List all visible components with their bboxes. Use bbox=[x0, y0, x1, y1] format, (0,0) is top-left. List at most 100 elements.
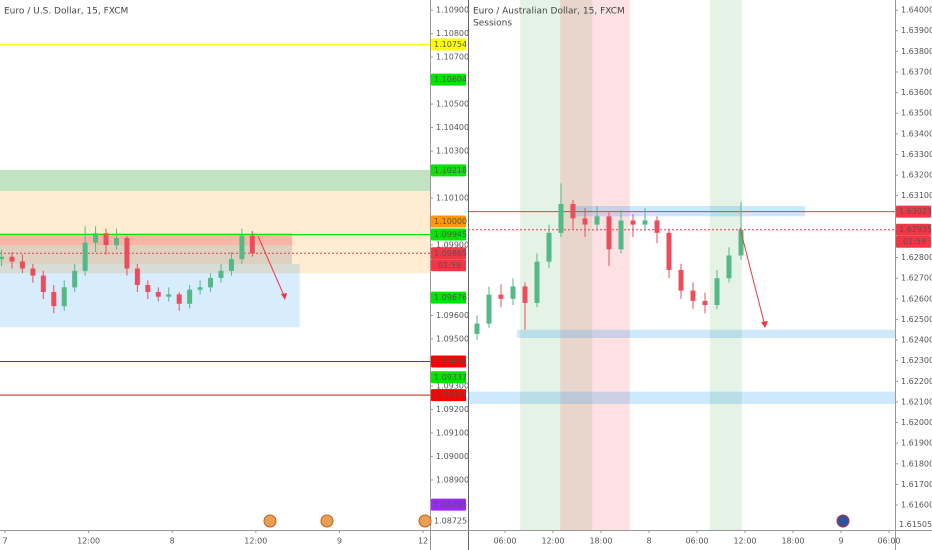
candle-body bbox=[534, 261, 540, 303]
y-tick-label: 1.63800 bbox=[901, 47, 932, 56]
candle-body bbox=[474, 323, 480, 334]
price-badge bbox=[431, 164, 466, 177]
y-tick-label: 1.63700 bbox=[901, 67, 932, 76]
candle-body bbox=[546, 232, 552, 262]
y-tick-label: 1.62200 bbox=[901, 377, 932, 386]
countdown-label: 01:59 bbox=[903, 237, 926, 246]
candle-body bbox=[218, 270, 224, 278]
candle-body bbox=[113, 237, 119, 246]
y-tick-label: 1.10800 bbox=[436, 29, 469, 38]
price-badge bbox=[896, 518, 931, 531]
candle-body bbox=[714, 278, 720, 306]
countdown-badge bbox=[896, 235, 931, 248]
price-badge bbox=[896, 205, 931, 218]
y-tick-label: 1.10500 bbox=[436, 100, 469, 109]
x-tick-label: 06:00 bbox=[877, 537, 900, 546]
zone bbox=[709, 0, 742, 530]
price-badge bbox=[896, 223, 931, 236]
price-badge-label: 1.10218 bbox=[434, 166, 467, 175]
x-tick-label: 18:00 bbox=[589, 537, 612, 546]
price-badge bbox=[431, 389, 466, 402]
x-tick-label: 06:00 bbox=[685, 537, 708, 546]
price-badge bbox=[431, 247, 466, 260]
candle-body bbox=[93, 233, 99, 243]
candle-body bbox=[522, 286, 528, 303]
y-tick-label: 1.10700 bbox=[436, 53, 469, 62]
y-tick-label: 1.61900 bbox=[901, 439, 932, 448]
x-tick-label: 12:00 bbox=[244, 537, 267, 546]
candle-body bbox=[30, 268, 36, 276]
candle-body bbox=[103, 233, 109, 246]
x-tick-label: 12:00 bbox=[733, 537, 756, 546]
price-badge-label: 1.09945 bbox=[434, 230, 467, 239]
candle-body bbox=[630, 220, 636, 225]
candle-body bbox=[9, 256, 15, 262]
y-tick-label: 1.10400 bbox=[436, 123, 469, 132]
event-icons bbox=[263, 514, 850, 528]
y-tick-label: 1.63600 bbox=[901, 88, 932, 97]
price-badge bbox=[431, 371, 466, 384]
x-tick-label: 8 bbox=[646, 537, 651, 546]
y-tick-label: 1.63400 bbox=[901, 129, 932, 138]
y-tick-label: 1.10100 bbox=[436, 194, 469, 203]
y-tick-label: 1.62600 bbox=[901, 294, 932, 303]
y-tick-label: 1.09500 bbox=[436, 335, 469, 344]
zone bbox=[517, 329, 895, 339]
candle-body bbox=[654, 220, 660, 233]
candle-body bbox=[187, 289, 193, 304]
y-tick-label: 1.61800 bbox=[901, 459, 932, 468]
y-tick-label: 1.08900 bbox=[436, 475, 469, 484]
y-tick-label: 1.09100 bbox=[436, 428, 469, 437]
y-tick-label: 1.63300 bbox=[901, 150, 932, 159]
x-tick-label: 06:00 bbox=[493, 537, 516, 546]
y-tick-label: 1.62700 bbox=[901, 274, 932, 283]
x-tick-label: 7 bbox=[2, 537, 7, 546]
candle-body bbox=[166, 294, 172, 297]
candle-body bbox=[498, 294, 504, 299]
price-badge-label: 1.63023 bbox=[899, 207, 932, 216]
zone bbox=[520, 0, 561, 530]
y-tick-label: 1.62400 bbox=[901, 336, 932, 345]
price-badge-label: 1.08795 bbox=[434, 500, 467, 509]
y-tick-label: 1.62000 bbox=[901, 418, 932, 427]
zone bbox=[468, 391, 895, 404]
countdown-badge bbox=[431, 259, 466, 272]
candle-body bbox=[0, 256, 5, 260]
price-badge bbox=[431, 38, 466, 51]
candle-body bbox=[618, 220, 624, 250]
x-tick-label: 12 bbox=[418, 537, 428, 546]
candle-body bbox=[176, 294, 182, 304]
price-badge-label: 1.09865 bbox=[434, 249, 467, 258]
zone bbox=[0, 233, 293, 246]
chart-title: Euro / U.S. Dollar, 15, FXCM bbox=[4, 7, 128, 17]
price-badge-label: 1.09261 bbox=[434, 391, 467, 400]
candle-body bbox=[702, 300, 708, 306]
candle-body bbox=[690, 290, 696, 301]
x-tick-label: 12:00 bbox=[541, 537, 564, 546]
candle-body bbox=[197, 287, 203, 290]
y-tick-label: 1.09000 bbox=[436, 452, 469, 461]
candle-body bbox=[134, 268, 140, 285]
candle-body bbox=[726, 255, 732, 279]
price-badge bbox=[431, 355, 466, 368]
indicator-name: Sessions bbox=[473, 19, 512, 29]
candle-body bbox=[82, 242, 88, 271]
price-badge-label: 1.10000 bbox=[434, 217, 467, 226]
x-tick-label: 8 bbox=[170, 537, 175, 546]
candle-body bbox=[145, 284, 151, 293]
candle-body bbox=[239, 235, 245, 260]
candle-body bbox=[558, 203, 564, 233]
y-tick-label: 1.09600 bbox=[436, 311, 469, 320]
zone bbox=[0, 190, 430, 274]
candle-body bbox=[51, 292, 57, 307]
countdown-label: 01:59 bbox=[438, 261, 461, 270]
x-tick-label: 9 bbox=[838, 537, 843, 546]
candle-body bbox=[666, 232, 672, 270]
price-badge bbox=[431, 515, 466, 528]
y-tick-label: 1.62300 bbox=[901, 356, 932, 365]
price-badge-label: 1.10754 bbox=[434, 40, 467, 49]
candle-body bbox=[40, 275, 46, 293]
candle-body bbox=[72, 270, 78, 288]
